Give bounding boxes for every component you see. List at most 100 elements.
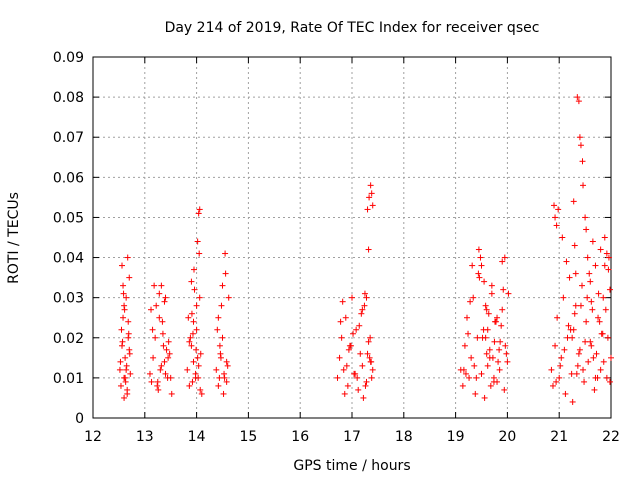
data-point [159,318,166,325]
data-point [605,254,612,261]
data-point [557,362,564,369]
data-point [500,286,507,293]
data-point [565,322,572,329]
data-point [344,382,351,389]
data-points [116,94,614,405]
data-point [582,214,589,221]
data-point [583,318,590,325]
data-point [188,310,195,317]
data-point [119,342,126,349]
data-point [186,382,193,389]
data-point [223,358,230,365]
data-point [159,330,166,337]
data-point [574,94,581,101]
data-point [158,282,165,289]
data-point [217,354,224,361]
data-point [214,326,221,333]
data-point [551,202,558,209]
data-point [591,386,598,393]
data-point [122,354,129,361]
data-point [571,242,578,249]
data-point [552,214,559,221]
data-point [223,378,230,385]
y-tick-label: 0.03 [53,291,84,307]
data-point [189,378,196,385]
data-point [195,210,202,217]
data-point [155,386,162,393]
data-point [587,338,594,345]
data-point [220,390,227,397]
data-point [225,294,232,301]
data-point [572,270,579,277]
data-point [154,378,161,385]
data-point [505,290,512,297]
data-point [560,294,567,301]
data-point [569,398,576,405]
data-point [601,234,608,241]
data-point [362,382,369,389]
data-point [491,318,498,325]
data-point [601,262,608,269]
y-tick-label: 0.08 [53,90,84,106]
x-tick-label: 15 [239,429,257,445]
data-point [563,258,570,265]
data-point [125,330,132,337]
data-point [120,282,127,289]
data-point [166,350,173,357]
data-point [341,390,348,397]
data-point [605,266,612,273]
data-point [589,238,596,245]
data-point [568,370,575,377]
data-point [165,338,172,345]
data-point [118,326,125,333]
data-point [338,334,345,341]
data-point [604,334,611,341]
data-point [460,366,467,373]
data-point [496,366,503,373]
data-point [483,306,490,313]
data-point [167,374,174,381]
data-point [490,374,497,381]
chart-title: Day 214 of 2019, Rate Of TEC Index for r… [165,20,540,36]
data-point [163,346,170,353]
data-point [186,338,193,345]
data-point [165,354,172,361]
data-point [459,382,466,389]
data-point [148,378,155,385]
data-point [576,346,583,353]
data-point [484,326,491,333]
data-point [221,370,228,377]
data-point [215,382,222,389]
data-point [345,346,352,353]
x-tick-label: 22 [602,429,620,445]
data-point [592,262,599,269]
data-point [573,370,580,377]
data-point [222,270,229,277]
y-tick-label: 0 [75,411,84,427]
data-point [194,354,201,361]
data-point [499,258,506,265]
data-point [567,326,574,333]
data-point [146,370,153,377]
data-point [119,262,126,269]
data-point [498,322,505,329]
data-point [590,354,597,361]
data-point [499,306,506,313]
data-point [221,374,228,381]
data-point [188,342,195,349]
data-point [148,306,155,313]
x-tick-label: 13 [136,429,154,445]
data-point [157,366,164,373]
data-point [549,382,556,389]
data-point [578,282,585,289]
data-point [124,254,131,261]
data-point [368,374,375,381]
data-point [162,294,169,301]
data-point [121,394,128,401]
y-tick-label: 0.04 [53,251,84,267]
data-point [361,302,368,309]
data-point [124,386,131,393]
y-tick-label: 0.01 [53,371,84,387]
data-point [593,350,600,357]
data-point [215,314,222,321]
